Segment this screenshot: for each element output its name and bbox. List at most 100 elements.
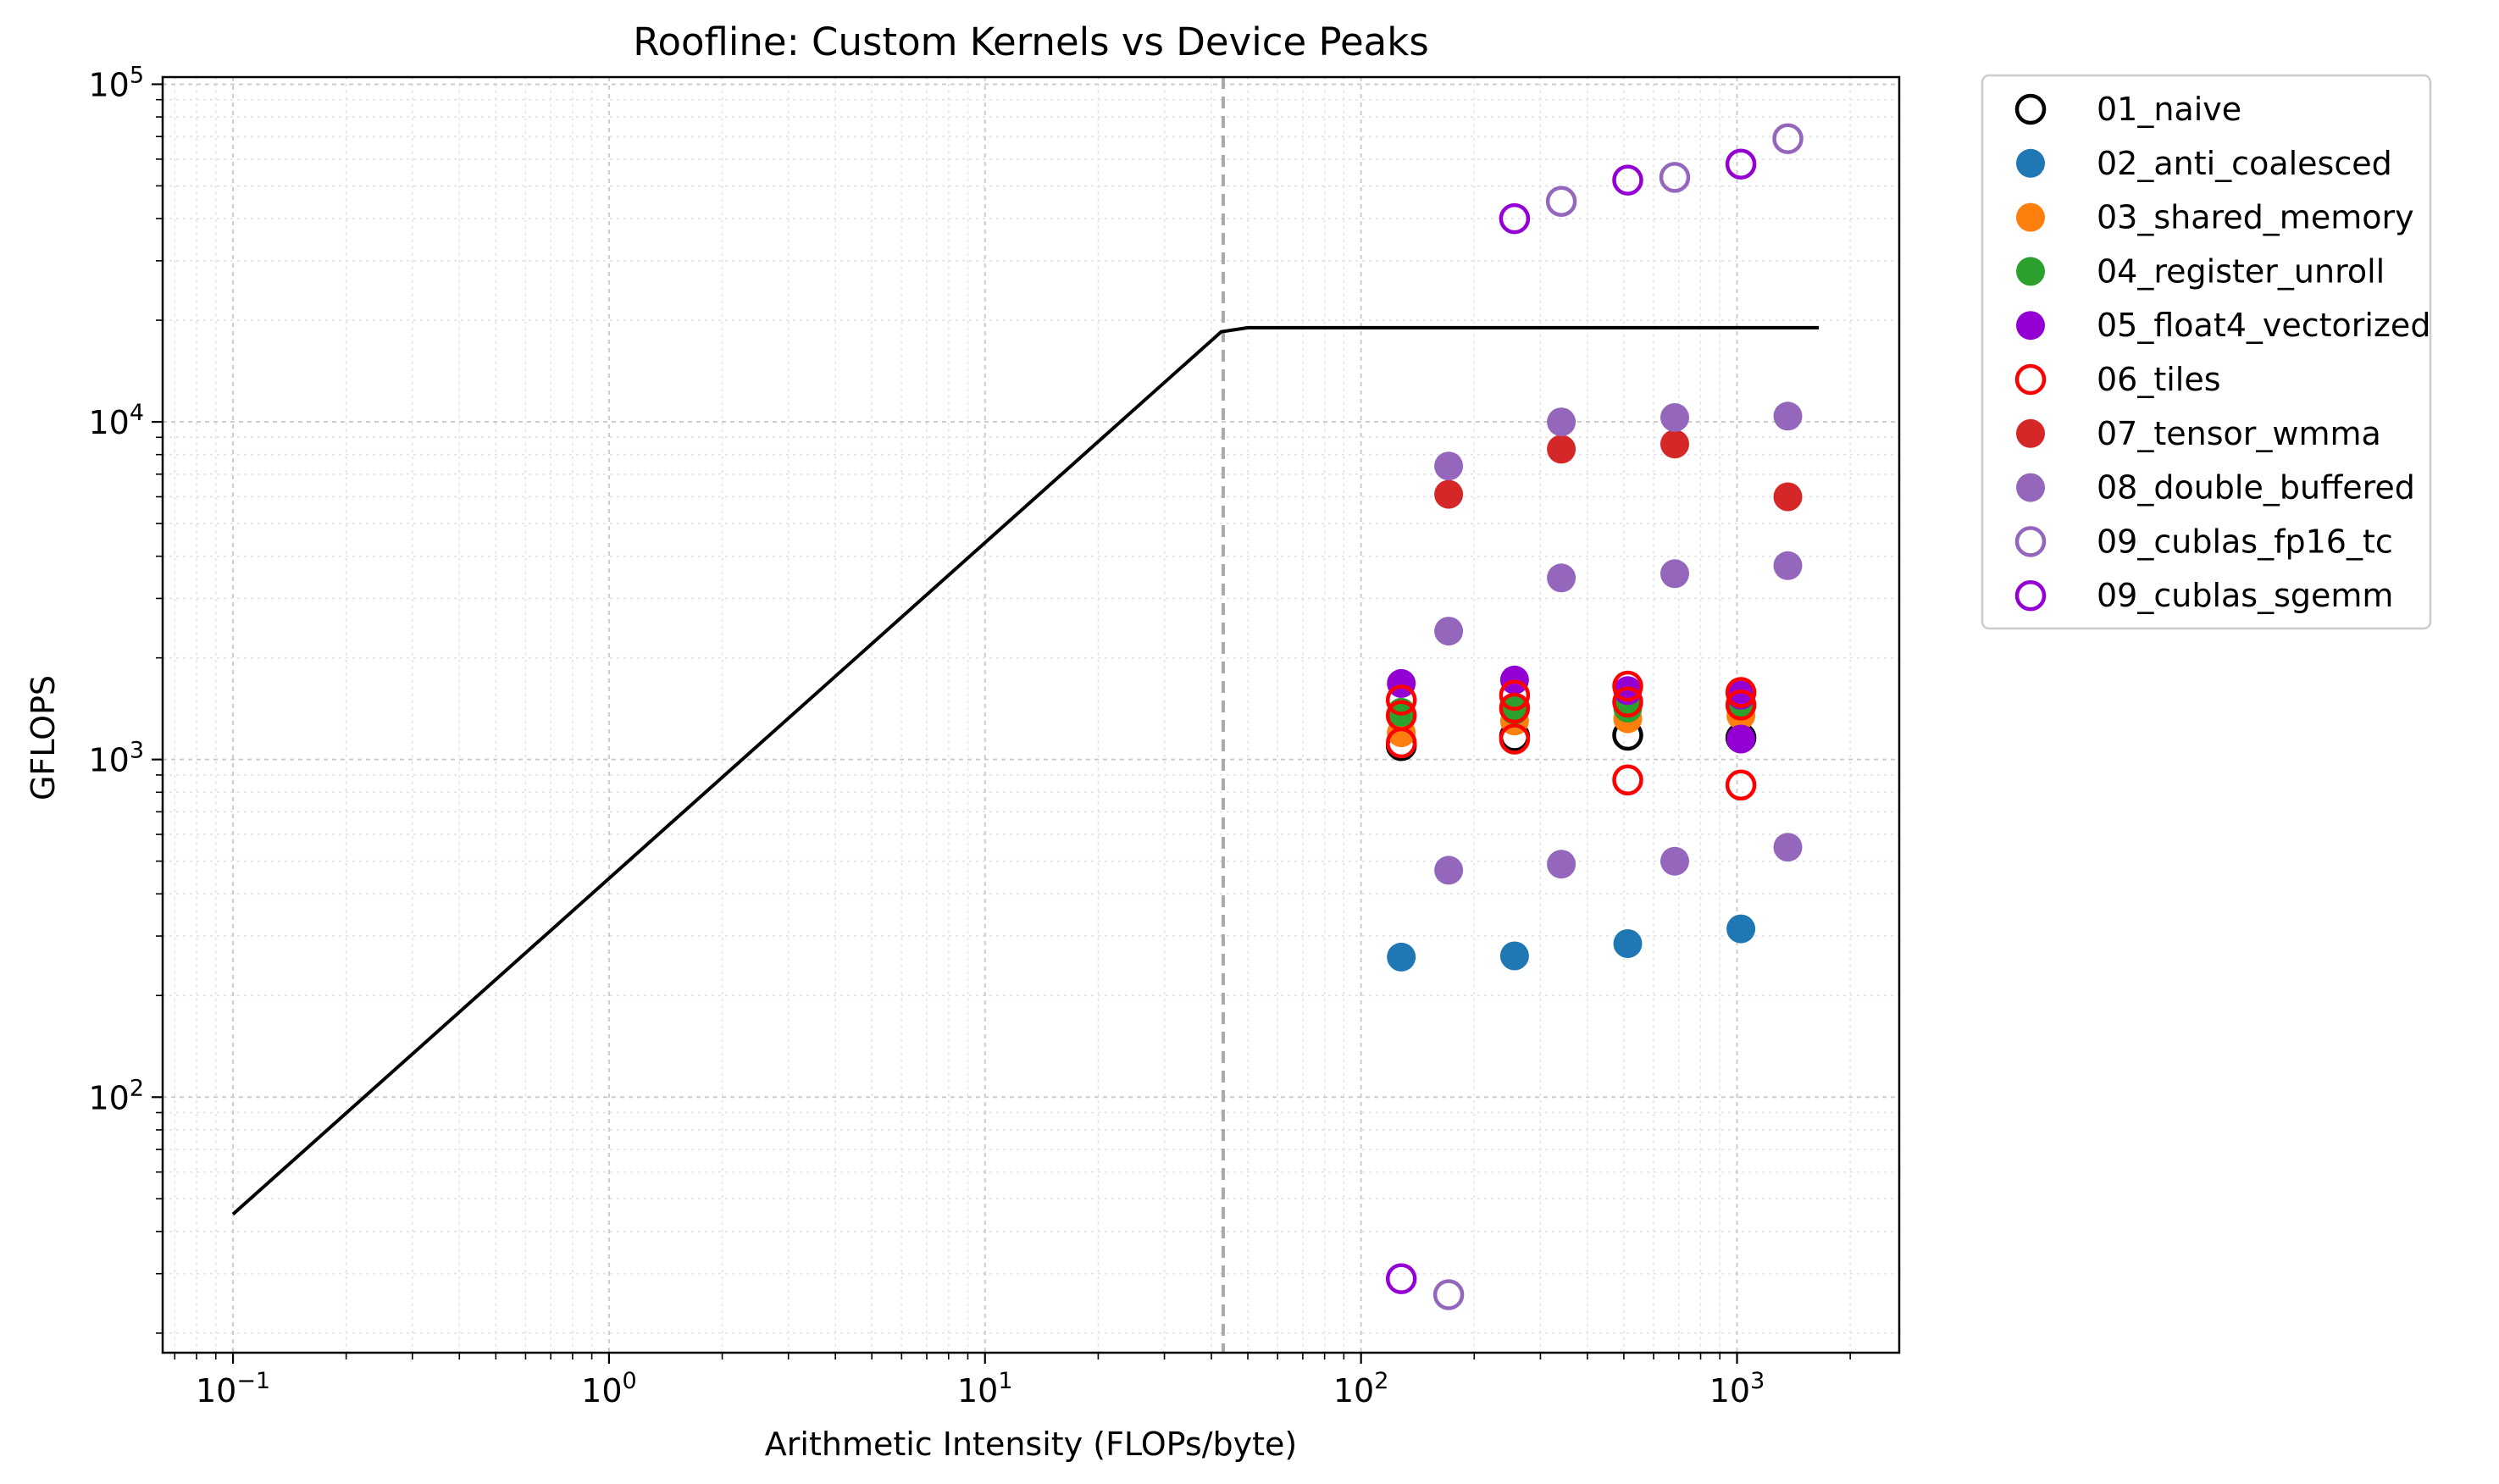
- roofline-curve: [231, 325, 1820, 1215]
- x-tick-label: 10−1: [196, 1368, 270, 1409]
- data-point: [1432, 1279, 1465, 1310]
- data-point: [1773, 551, 1803, 580]
- legend-label: 03_shared_memory: [2097, 199, 2414, 236]
- data-point: [1499, 202, 1531, 235]
- data-point: [1613, 929, 1643, 958]
- legend-marker: [2016, 202, 2045, 232]
- legend-marker: [2016, 418, 2045, 448]
- legend-frame: [1981, 74, 2432, 630]
- legend-label: 02_anti_coalesced: [2097, 145, 2392, 182]
- data-point: [1659, 162, 1691, 193]
- series-06_tiles: [1385, 670, 1757, 801]
- data-point: [1385, 727, 1417, 759]
- y-tick-label: 102: [88, 1075, 144, 1116]
- x-axis-ticks: 10−1 100 101 102 103: [174, 1353, 1851, 1409]
- data-point: [1387, 942, 1416, 972]
- y-tick-label: 104: [88, 400, 144, 441]
- legend-item: 01_naive: [2014, 91, 2241, 128]
- data-point: [1385, 1263, 1417, 1294]
- data-point: [1434, 479, 1464, 509]
- data-point: [1660, 429, 1689, 459]
- data-point: [1547, 407, 1576, 437]
- series-09_cublas_sgemm: [1385, 148, 1757, 1294]
- data-point: [1434, 856, 1464, 885]
- data-point: [1612, 686, 1643, 718]
- legend-marker: [2016, 257, 2045, 286]
- plot-frame: [161, 75, 1901, 1354]
- minor-grid: [163, 77, 1899, 1353]
- x-axis-label: Arithmetic Intensity (FLOPs/byte): [765, 1426, 1297, 1463]
- data-point: [1660, 402, 1689, 432]
- legend-marker: [2014, 363, 2047, 396]
- chart-title: Roofline: Custom Kernels vs Device Peaks: [633, 19, 1429, 64]
- legend-label: 04_register_unroll: [2097, 252, 2385, 290]
- legend-item: 08_double_buffered: [2016, 469, 2415, 507]
- legend-label: 05_float4_vectorized: [2097, 307, 2430, 344]
- data-point: [1725, 677, 1757, 708]
- legend-item: 04_register_unroll: [2016, 252, 2385, 290]
- y-tick-label: 105: [88, 62, 144, 103]
- legend-item: 02_anti_coalesced: [2016, 145, 2392, 182]
- series-09_cublas_fp16_tc: [1432, 123, 1804, 1310]
- data-point: [1612, 164, 1643, 196]
- legend: 01_naive 02_anti_coalesced 03_shared_memor…: [1981, 74, 2432, 630]
- legend-item: 09_cublas_sgemm: [2014, 577, 2393, 614]
- data-point: [1773, 401, 1803, 431]
- x-tick-label: 102: [1333, 1368, 1389, 1409]
- series-01_naive: [1385, 719, 1757, 761]
- legend-label: 09_cublas_sgemm: [2097, 577, 2393, 614]
- data-point: [1725, 148, 1757, 180]
- data-point: [1660, 846, 1689, 876]
- legend-marker: [2016, 311, 2045, 341]
- legend-label: 01_naive: [2097, 91, 2241, 128]
- data-point: [1726, 914, 1756, 944]
- series-08_double_buffered: [1434, 401, 1803, 885]
- data-point: [1499, 679, 1531, 712]
- data-point: [1726, 724, 1756, 754]
- data-point: [1725, 769, 1757, 801]
- data-point: [1547, 435, 1576, 464]
- data-point: [1547, 563, 1576, 593]
- legend-label: 08_double_buffered: [2097, 469, 2415, 507]
- series-02_anti_coalesced: [1387, 914, 1756, 972]
- data-points: [1385, 123, 1804, 1310]
- legend-label: 06_tiles: [2097, 361, 2221, 398]
- data-point: [1660, 559, 1689, 589]
- data-point: [1385, 684, 1417, 716]
- legend-items: 01_naive 02_anti_coalesced 03_shared_memor…: [2014, 91, 2430, 614]
- data-point: [1499, 941, 1529, 971]
- y-tick-label: 103: [88, 738, 144, 779]
- legend-item: 05_float4_vectorized: [2016, 307, 2430, 344]
- data-point: [1773, 833, 1803, 862]
- legend-marker: [2016, 148, 2045, 178]
- data-point: [1499, 723, 1531, 755]
- x-tick-label: 103: [1709, 1368, 1765, 1409]
- legend-marker: [2014, 93, 2047, 125]
- y-axis-ticks: 102 103 104 105: [88, 62, 163, 1334]
- data-point: [1612, 764, 1643, 796]
- legend-item: 07_tensor_wmma: [2016, 415, 2381, 452]
- legend-marker: [2014, 526, 2047, 557]
- x-tick-label: 101: [957, 1368, 1013, 1409]
- legend-label: 07_tensor_wmma: [2097, 415, 2381, 452]
- data-point: [1772, 123, 1804, 154]
- legend-item: 03_shared_memory: [2016, 199, 2414, 236]
- data-point: [1499, 692, 1531, 724]
- data-point: [1547, 850, 1576, 879]
- legend-item: 09_cublas_fp16_tc: [2014, 523, 2393, 560]
- legend-label: 09_cublas_fp16_tc: [2097, 523, 2393, 560]
- y-axis-label: GFLOPS: [25, 675, 62, 800]
- legend-item: 06_tiles: [2014, 361, 2221, 398]
- x-tick-label: 100: [581, 1368, 637, 1409]
- roofline-layer: [231, 77, 1820, 1353]
- axes: [161, 75, 1901, 1354]
- data-point: [1545, 186, 1577, 217]
- series-07_tensor_wmma: [1434, 429, 1803, 512]
- data-point: [1434, 617, 1464, 646]
- data-point: [1773, 482, 1803, 512]
- data-point: [1434, 451, 1464, 481]
- legend-marker: [2016, 473, 2045, 502]
- data-point: [1612, 670, 1643, 702]
- legend-marker: [2014, 579, 2047, 612]
